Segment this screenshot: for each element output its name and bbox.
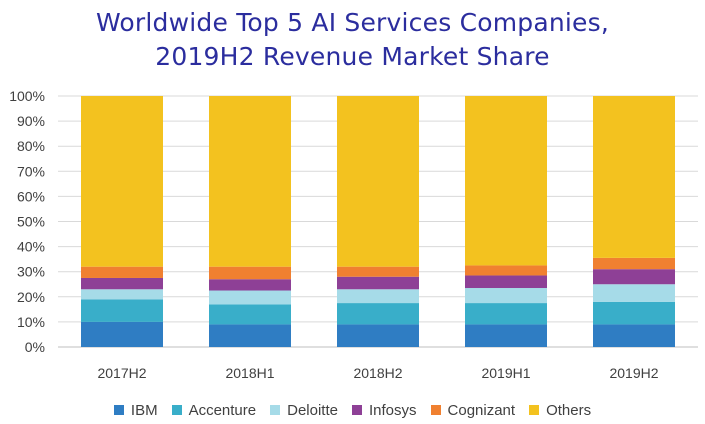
legend-item: Infosys [351, 401, 417, 419]
legend-label: Deloitte [287, 401, 338, 419]
legend-item: IBM [113, 401, 158, 419]
y-tick-label: 70% [17, 163, 45, 179]
bar-segment [81, 321, 163, 347]
bar-segment [465, 265, 547, 276]
legend-item: Cognizant [430, 401, 516, 419]
legend-item: Accenture [171, 401, 257, 419]
bar-segment [337, 303, 419, 325]
x-tick-label: 2017H2 [97, 365, 146, 381]
y-tick-label: 30% [17, 264, 45, 280]
bar-segment [209, 96, 291, 267]
bar-segment [209, 279, 291, 291]
x-tick-label: 2019H2 [609, 365, 658, 381]
chart-title-line-1: Worldwide Top 5 AI Services Companies, [95, 8, 610, 37]
y-tick-label: 100% [9, 88, 45, 104]
bar-segment [593, 257, 675, 270]
bar-segment [209, 304, 291, 325]
legend-swatch [529, 405, 540, 415]
legend-label: Others [546, 401, 592, 419]
bar-segment [337, 289, 419, 304]
y-tick-label: 10% [17, 314, 45, 330]
chart-legend: IBM Accenture Deloitte Infosys Cognizant Othe… [0, 399, 705, 421]
x-tick-label: 2018H2 [353, 365, 402, 381]
bar-segment [465, 96, 547, 266]
legend-label: Cognizant [447, 401, 516, 419]
bar-segment [465, 288, 547, 304]
y-tick-label: 80% [17, 138, 45, 154]
bar-segment [593, 284, 675, 302]
bar-segment [337, 324, 419, 347]
bar-segment [81, 266, 163, 278]
x-tick-label: 2018H1 [225, 365, 274, 381]
bar-segment [465, 324, 547, 347]
y-tick-label: 0% [25, 339, 45, 355]
legend-swatch [113, 405, 124, 415]
legend-label: Accenture [188, 401, 257, 419]
legend-item: Deloitte [270, 402, 338, 419]
chart-title-line-2: 2019H2 Revenue Market Share [155, 42, 550, 71]
y-tick-label: 20% [17, 289, 45, 305]
bar-segment [593, 324, 675, 347]
bar-segment [593, 301, 675, 325]
bar-segment [209, 324, 291, 347]
bar-segment [209, 266, 291, 280]
bar-segment [81, 299, 163, 322]
legend-label: IBM [130, 401, 158, 419]
bar-segment [465, 275, 547, 289]
bar-segment [209, 290, 291, 305]
legend-label: Infosys [368, 401, 417, 419]
bar-segment [337, 96, 419, 267]
y-tick-label: 50% [17, 214, 45, 230]
chart-title: Worldwide Top 5 AI Services Companies, 2… [0, 6, 705, 74]
legend-swatch [351, 405, 362, 415]
bar-segment [593, 269, 675, 285]
x-tick-label: 2019H1 [481, 365, 530, 381]
legend-item: Others [529, 402, 591, 419]
y-tick-label: 40% [17, 239, 45, 255]
y-tick-label: 60% [17, 188, 45, 204]
bar-segment [593, 96, 675, 258]
bar-segment [337, 266, 419, 277]
legend-swatch [430, 405, 441, 415]
legend-swatch [171, 405, 182, 415]
y-tick-label: 90% [17, 113, 45, 129]
bar-segment [337, 276, 419, 290]
bar-segment [81, 96, 163, 267]
legend-swatch [270, 405, 281, 415]
bar-segment [465, 303, 547, 325]
bar-segment [81, 289, 163, 300]
bar-segment [81, 277, 163, 290]
